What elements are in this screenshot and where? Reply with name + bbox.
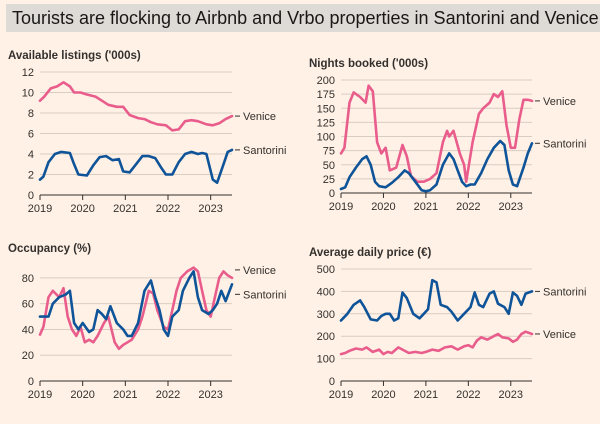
- listings-series-label-venice: Venice: [243, 111, 276, 123]
- nights-series-label-venice: Venice: [543, 96, 576, 108]
- listings-y-tick-label: 4: [28, 149, 34, 161]
- listings-y-tick-label: 0: [28, 190, 34, 202]
- occupancy-x-tick-label: 2023: [198, 389, 222, 401]
- occupancy-series-santorini: [38, 270, 234, 338]
- nights-series-santorini: [339, 139, 534, 193]
- listings-y-tick-label: 10: [22, 88, 34, 100]
- nights-x-tick-label: 2022: [456, 201, 480, 213]
- title-bar: Tourists are flocking to Airbnb and Vrbo…: [0, 0, 600, 38]
- price-panel-title: Average daily price (€): [309, 247, 431, 259]
- occupancy-series-label-santorini: Santorini: [243, 289, 286, 301]
- nights-y-tick-label: 0: [329, 188, 335, 200]
- price-y-tick-label: 400: [317, 286, 335, 298]
- nights-series-venice: [339, 84, 534, 183]
- occupancy-x-tick-label: 2020: [70, 389, 94, 401]
- listings-x-tick-label: 2022: [156, 203, 180, 215]
- occupancy-series-venice: [38, 266, 234, 351]
- price-series-santorini: [339, 278, 534, 322]
- price-y-tick-label: 500: [317, 264, 335, 276]
- price-x-tick-label: 2019: [329, 389, 353, 401]
- occupancy-y-tick-label: 80: [22, 273, 34, 285]
- listings-x-tick-label: 2020: [70, 203, 94, 215]
- occupancy-y-tick-label: 40: [22, 324, 34, 336]
- nights-y-tick-label: 150: [317, 103, 335, 115]
- price-y-tick-label: 300: [317, 309, 335, 321]
- price-series-label-santorini: Santorini: [543, 286, 586, 298]
- price-series-label-venice: Venice: [543, 329, 576, 341]
- occupancy-y-tick-label: 20: [22, 350, 34, 362]
- listings-y-tick-label: 6: [28, 129, 34, 141]
- listings-series-venice: [38, 81, 234, 132]
- nights-x-tick-label: 2023: [499, 201, 523, 213]
- occupancy-x-tick-label: 2019: [28, 389, 52, 401]
- nights-y-tick-label: 25: [323, 174, 335, 186]
- occupancy-panel-title: Occupancy (%): [8, 243, 91, 255]
- nights-y-tick-label: 75: [323, 146, 335, 158]
- nights-y-tick-label: 50: [323, 160, 335, 172]
- price-x-tick-label: 2023: [499, 389, 523, 401]
- listings-series-label-santorini: Santorini: [243, 145, 286, 157]
- listings-x-tick-label: 2021: [113, 203, 137, 215]
- listings-y-tick-label: 8: [28, 108, 34, 120]
- listings-panel-title: Available listings ('000s): [8, 50, 141, 62]
- price-x-tick-label: 2021: [414, 389, 438, 401]
- chart-title: Tourists are flocking to Airbnb and Vrbo…: [6, 4, 600, 32]
- nights-y-tick-label: 200: [317, 75, 335, 87]
- price-series-venice: [339, 330, 534, 356]
- nights-y-tick-label: 125: [317, 117, 335, 129]
- listings-series-santorini: [38, 148, 234, 184]
- nights-x-tick-label: 2020: [371, 201, 395, 213]
- price-y-tick-label: 100: [317, 354, 335, 366]
- occupancy-x-tick-label: 2021: [113, 389, 137, 401]
- occupancy-y-tick-label: 60: [22, 299, 34, 311]
- listings-x-tick-label: 2023: [198, 203, 222, 215]
- nights-series-label-santorini: Santorini: [543, 138, 586, 150]
- nights-x-tick-label: 2019: [329, 201, 353, 213]
- nights-panel-title: Nights booked ('000s): [309, 58, 428, 70]
- nights-x-tick-label: 2021: [414, 201, 438, 213]
- price-x-tick-label: 2022: [456, 389, 480, 401]
- nights-y-tick-label: 100: [317, 132, 335, 144]
- listings-x-tick-label: 2019: [28, 203, 52, 215]
- nights-y-tick-label: 175: [317, 89, 335, 101]
- occupancy-x-tick-label: 2022: [156, 389, 180, 401]
- listings-y-tick-label: 12: [22, 67, 34, 79]
- listings-y-tick-label: 2: [28, 170, 34, 182]
- price-x-tick-label: 2020: [371, 389, 395, 401]
- price-y-tick-label: 0: [329, 376, 335, 388]
- occupancy-y-tick-label: 0: [28, 376, 34, 388]
- price-y-tick-label: 200: [317, 331, 335, 343]
- occupancy-series-label-venice: Venice: [243, 265, 276, 277]
